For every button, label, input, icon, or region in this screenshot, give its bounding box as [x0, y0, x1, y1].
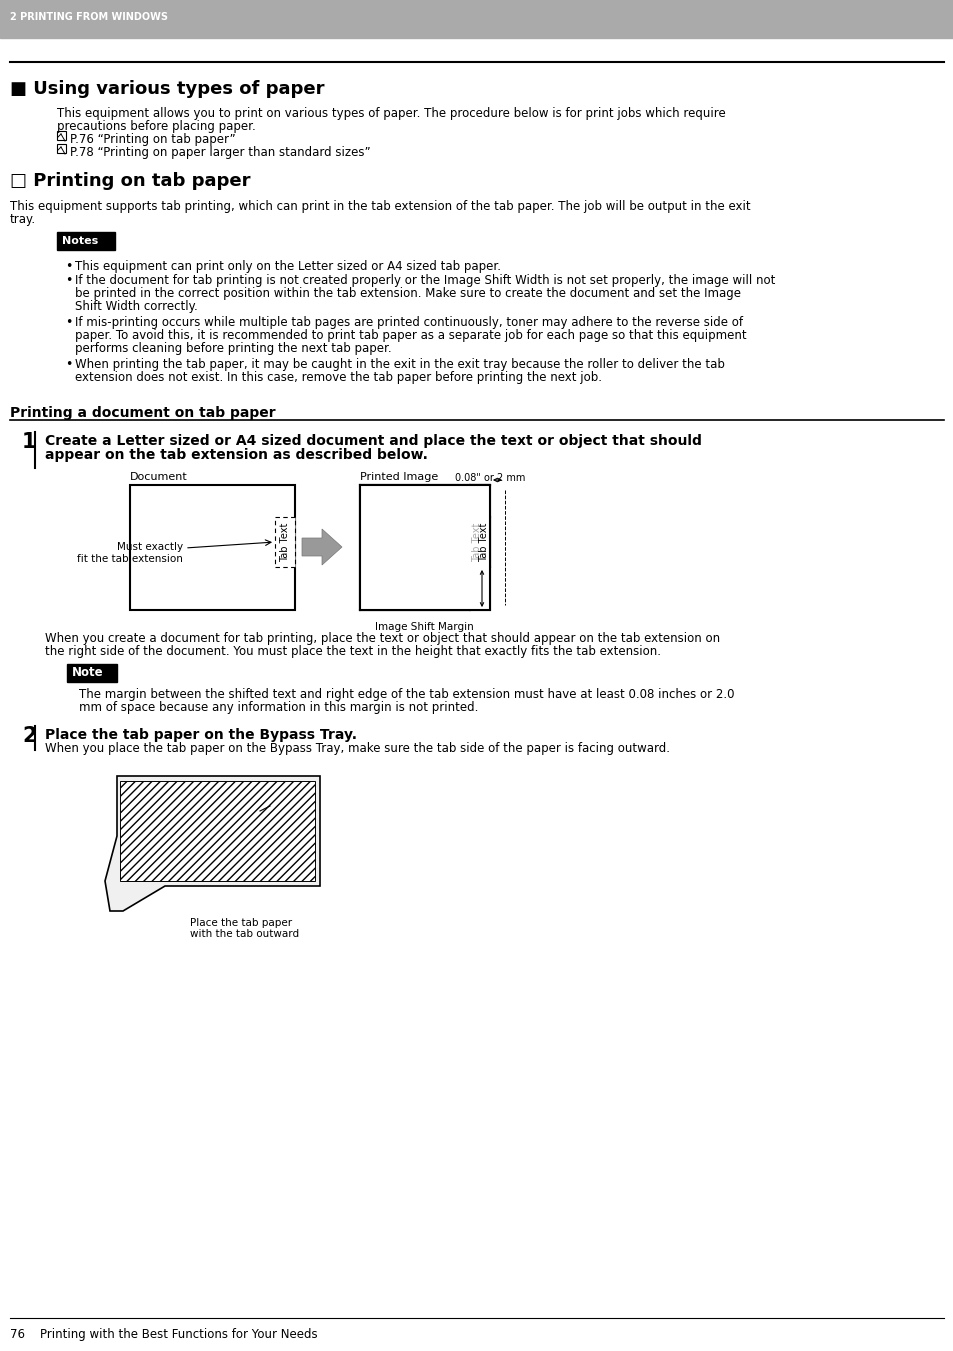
Bar: [0, 0, 953, 38]
Text: This equipment can print only on the Letter sized or A4 sized tab paper.: This equipment can print only on the Let…: [75, 259, 500, 273]
Text: with the tab outward: with the tab outward: [190, 929, 299, 939]
Text: extension does not exist. In this case, remove the tab paper before printing the: extension does not exist. In this case, …: [75, 372, 601, 384]
Text: When you create a document for tab printing, place the text or object that shoul: When you create a document for tab print…: [45, 632, 720, 644]
Text: Place the tab paper on the Bypass Tray.: Place the tab paper on the Bypass Tray.: [45, 728, 356, 742]
Text: Notes: Notes: [62, 236, 98, 246]
Text: •: •: [65, 358, 72, 372]
Text: Tab Text: Tab Text: [478, 523, 489, 562]
Text: fit the tab extension: fit the tab extension: [77, 554, 183, 563]
Text: This equipment supports tab printing, which can print in the tab extension of th: This equipment supports tab printing, wh…: [10, 200, 750, 213]
Text: Printed Image: Printed Image: [359, 471, 437, 482]
Text: Document: Document: [130, 471, 188, 482]
Text: P.76 “Printing on tab paper”: P.76 “Printing on tab paper”: [70, 132, 235, 146]
Text: tray.: tray.: [10, 213, 36, 226]
Text: P.78 “Printing on paper larger than standard sizes”: P.78 “Printing on paper larger than stan…: [70, 146, 370, 159]
Text: Tab Text: Tab Text: [472, 523, 481, 562]
Text: precautions before placing paper.: precautions before placing paper.: [57, 120, 255, 132]
Text: paper. To avoid this, it is recommended to print tab paper as a separate job for: paper. To avoid this, it is recommended …: [75, 330, 746, 342]
Text: Place the tab paper: Place the tab paper: [190, 917, 292, 928]
Bar: [274, 517, 294, 567]
Bar: [57, 232, 115, 250]
Text: 0.08" or 2 mm: 0.08" or 2 mm: [455, 473, 525, 484]
Text: ■ Using various types of paper: ■ Using various types of paper: [10, 80, 324, 99]
Text: •: •: [65, 259, 72, 273]
Bar: [359, 485, 470, 517]
Text: When printing the tab paper, it may be caught in the exit in the exit tray becau: When printing the tab paper, it may be c…: [75, 358, 724, 372]
Bar: [130, 485, 294, 611]
Text: Image Shift Margin: Image Shift Margin: [375, 621, 474, 632]
Bar: [120, 781, 314, 881]
Bar: [359, 485, 490, 611]
Text: be printed in the correct position within the tab extension. Make sure to create: be printed in the correct position withi…: [75, 286, 740, 300]
Text: performs cleaning before printing the next tab paper.: performs cleaning before printing the ne…: [75, 342, 392, 355]
Text: Create a Letter sized or A4 sized document and place the text or object that sho: Create a Letter sized or A4 sized docume…: [45, 434, 701, 449]
Text: If mis-printing occurs while multiple tab pages are printed continuously, toner : If mis-printing occurs while multiple ta…: [75, 316, 742, 330]
Bar: [67, 663, 117, 682]
Polygon shape: [302, 530, 341, 565]
Text: the right side of the document. You must place the text in the height that exact: the right side of the document. You must…: [45, 644, 660, 658]
Text: •: •: [65, 316, 72, 330]
Text: □ Printing on tab paper: □ Printing on tab paper: [10, 172, 251, 190]
Text: Must exactly: Must exactly: [117, 542, 183, 553]
Text: 2 PRINTING FROM WINDOWS: 2 PRINTING FROM WINDOWS: [10, 12, 168, 22]
Text: Note: Note: [71, 666, 104, 680]
Text: If the document for tab printing is not created properly or the Image Shift Widt: If the document for tab printing is not …: [75, 274, 775, 286]
Text: When you place the tab paper on the Bypass Tray, make sure the tab side of the p: When you place the tab paper on the Bypa…: [45, 742, 669, 755]
Text: Printing a document on tab paper: Printing a document on tab paper: [10, 407, 275, 420]
Bar: [359, 485, 490, 611]
Bar: [57, 145, 66, 153]
Text: This equipment allows you to print on various types of paper. The procedure belo: This equipment allows you to print on va…: [57, 107, 725, 120]
Text: mm of space because any information in this margin is not printed.: mm of space because any information in t…: [79, 701, 477, 713]
Polygon shape: [105, 775, 319, 911]
Bar: [57, 131, 66, 141]
Text: 2: 2: [22, 725, 36, 746]
Text: appear on the tab extension as described below.: appear on the tab extension as described…: [45, 449, 428, 462]
Text: Shift Width correctly.: Shift Width correctly.: [75, 300, 197, 313]
Text: 1: 1: [22, 432, 36, 453]
Text: Tab Text: Tab Text: [280, 523, 290, 562]
Bar: [360, 486, 489, 609]
Text: The margin between the shifted text and right edge of the tab extension must hav: The margin between the shifted text and …: [79, 688, 734, 701]
Text: •: •: [65, 274, 72, 286]
Text: 76    Printing with the Best Functions for Your Needs: 76 Printing with the Best Functions for …: [10, 1328, 317, 1342]
